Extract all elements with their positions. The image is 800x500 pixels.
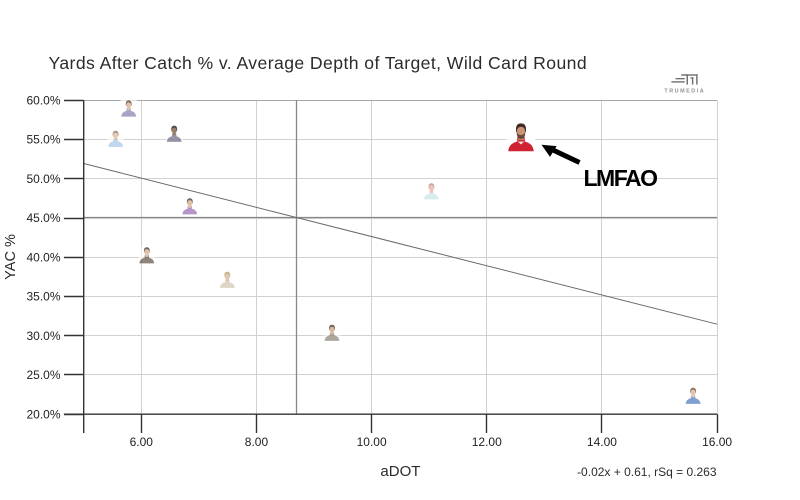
svg-text:Yards After Catch % v. Average: Yards After Catch % v. Average Depth of … [49,53,588,73]
svg-text:16.00: 16.00 [702,435,732,449]
svg-text:-0.02x + 0.61, rSq = 0.263: -0.02x + 0.61, rSq = 0.263 [577,465,717,479]
svg-text:50.0%: 50.0% [26,172,60,186]
svg-text:60.0%: 60.0% [26,94,60,108]
svg-text:30.0%: 30.0% [26,329,60,343]
svg-text:LMFAO: LMFAO [584,165,658,191]
svg-text:YAC %: YAC % [3,234,19,280]
svg-text:10.00: 10.00 [357,435,387,449]
svg-text:40.0%: 40.0% [26,250,60,264]
svg-text:35.0%: 35.0% [26,290,60,304]
svg-text:8.00: 8.00 [245,435,269,449]
svg-text:6.00: 6.00 [130,435,154,449]
svg-text:12.00: 12.00 [472,435,502,449]
svg-text:55.0%: 55.0% [26,133,60,147]
svg-text:TRUMEDIA: TRUMEDIA [664,89,705,95]
svg-text:20.0%: 20.0% [26,407,60,421]
svg-text:14.00: 14.00 [587,435,617,449]
svg-text:25.0%: 25.0% [26,368,60,382]
svg-text:45.0%: 45.0% [26,211,60,225]
svg-text:aDOT: aDOT [380,463,420,480]
